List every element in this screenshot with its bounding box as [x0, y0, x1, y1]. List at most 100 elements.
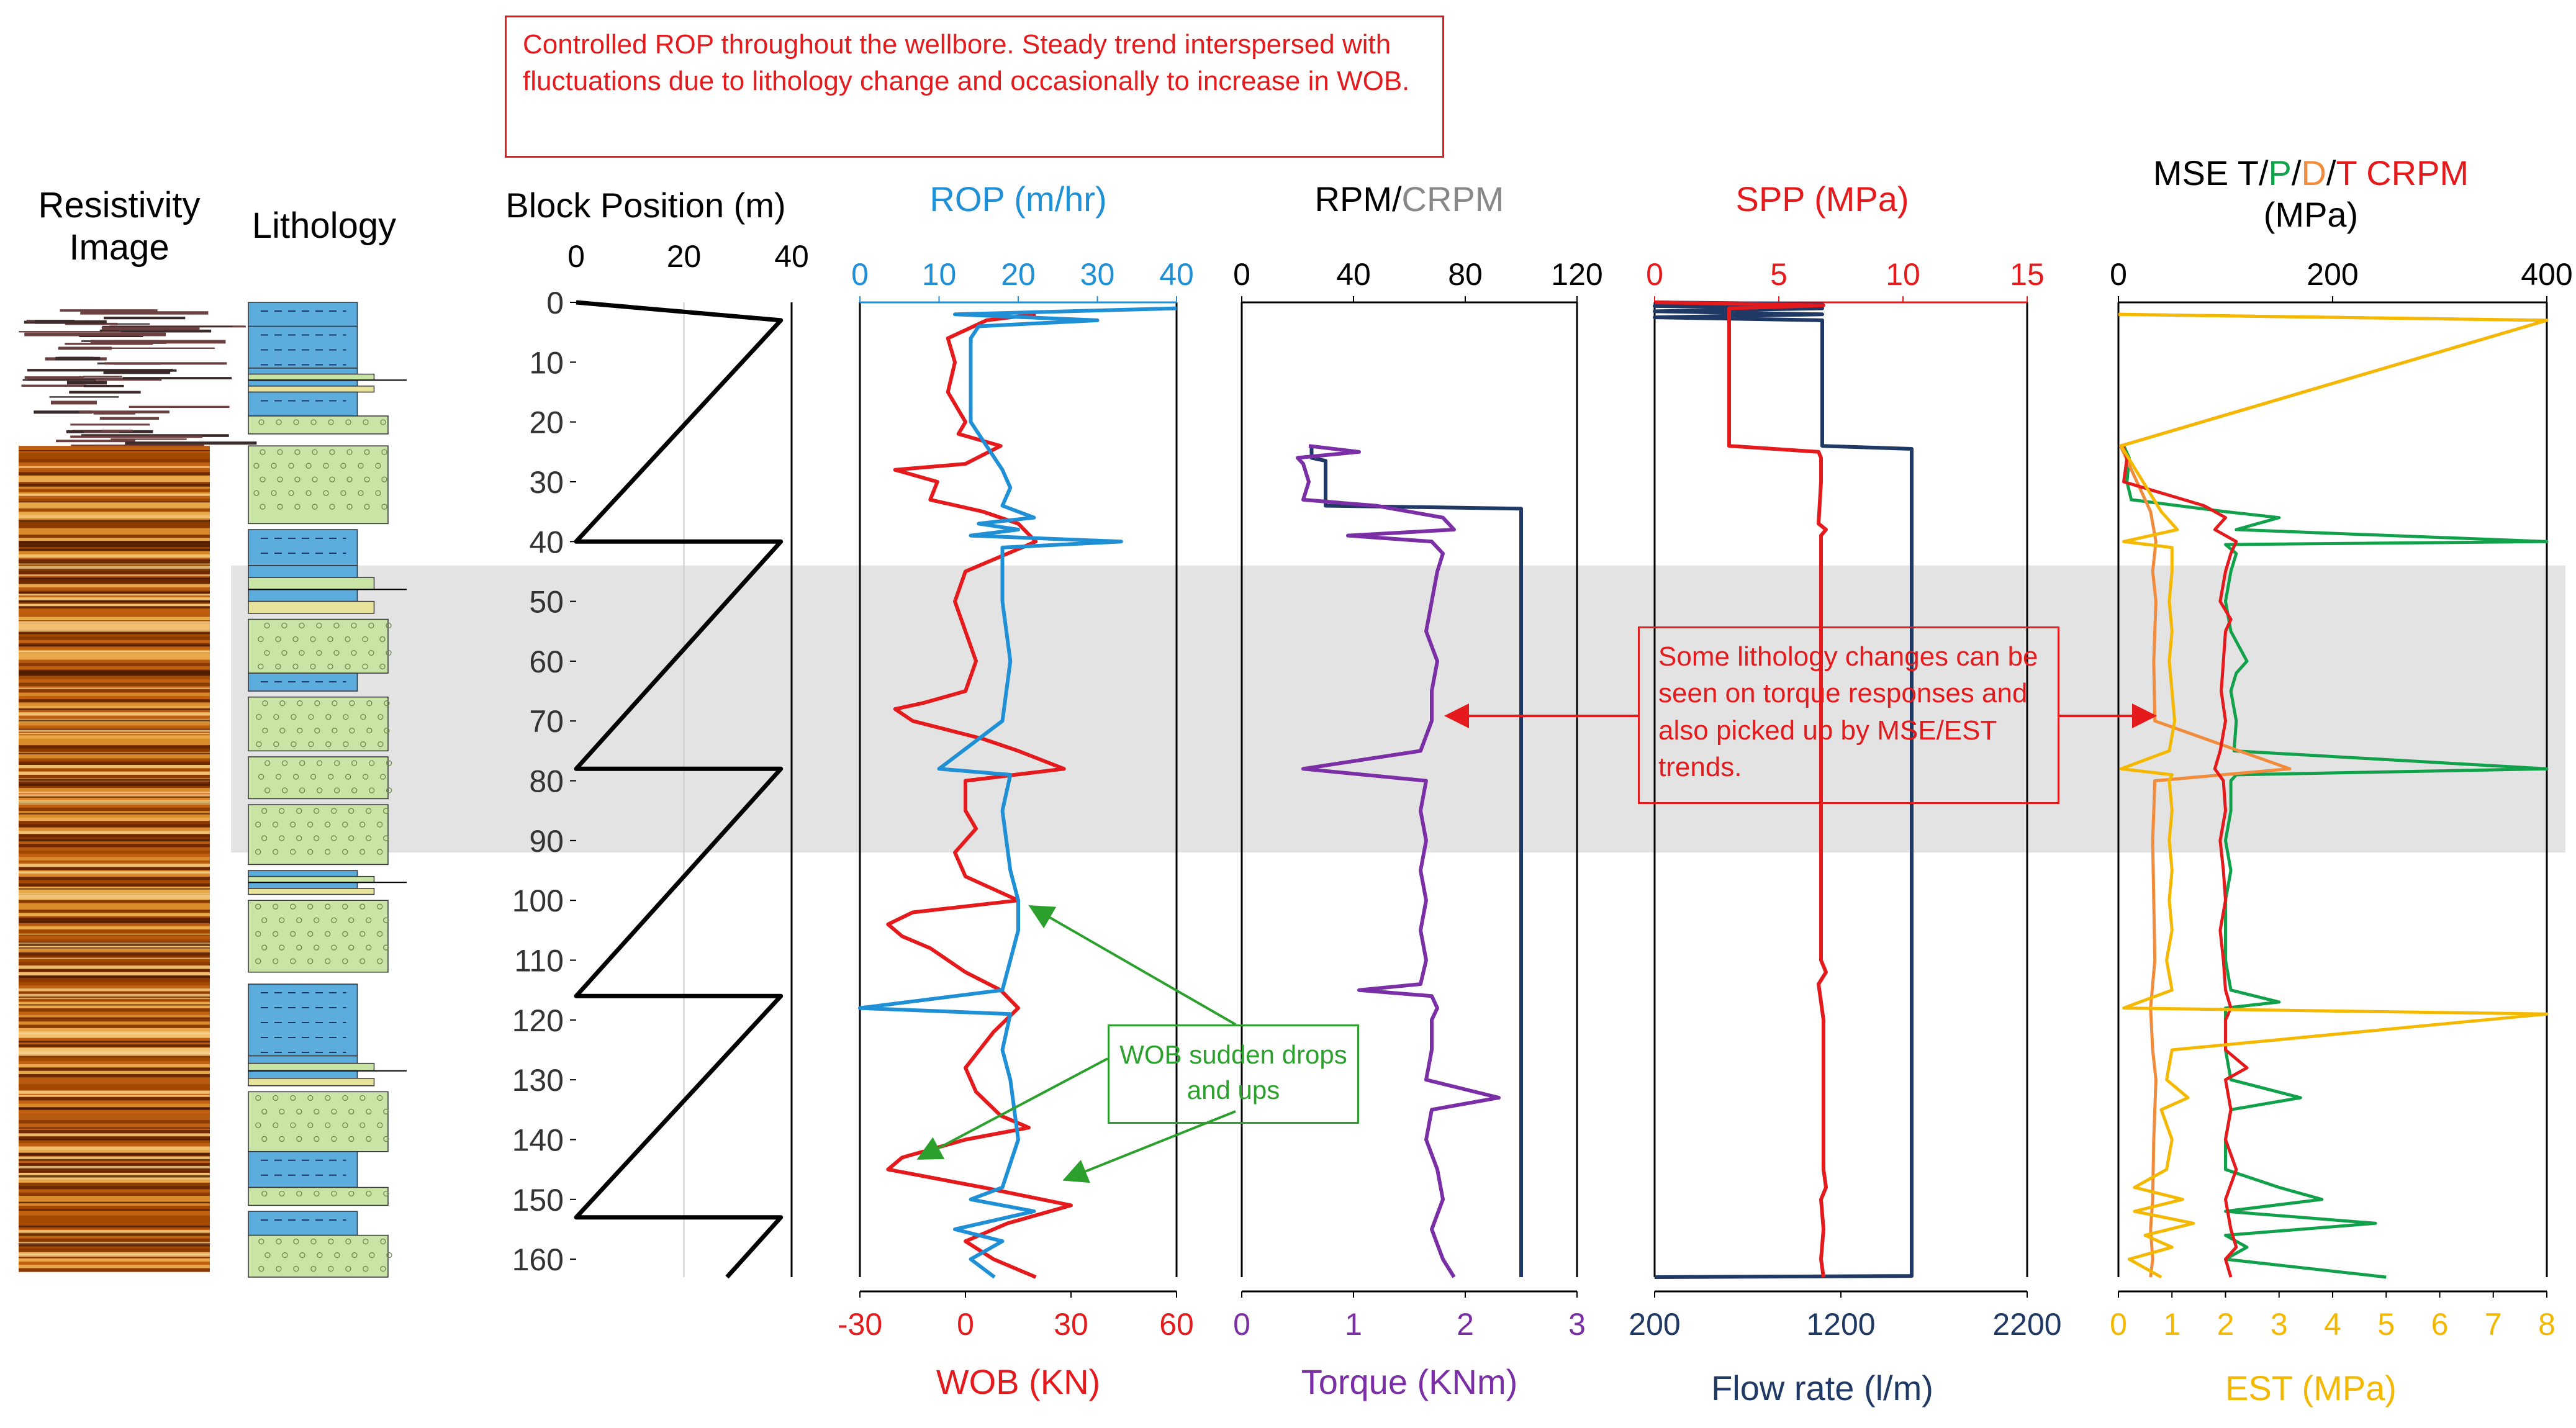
lithology-sand-grain [345, 636, 351, 643]
res-laminae [19, 541, 210, 545]
lithology-sand-grain [273, 714, 279, 720]
lithology-sand-grain [314, 1108, 320, 1115]
rop-wob-axes: 0 10 20 30 40 -30 0 30 60 [838, 257, 1194, 1342]
lithology-sand-grain [346, 449, 353, 455]
lithology-sand-grain [297, 700, 303, 707]
res-laminae [19, 918, 210, 921]
res-band [19, 949, 210, 953]
res-band [19, 485, 210, 489]
res-band [19, 771, 210, 775]
lithology-sand-grain [293, 1265, 299, 1272]
res-laminae [19, 779, 210, 781]
res-laminae [19, 1041, 210, 1043]
res-band [19, 705, 210, 710]
res-band [19, 505, 210, 509]
res-laminae [19, 1017, 210, 1019]
res-band [19, 1018, 210, 1023]
lithology-sand-grain [386, 649, 392, 656]
res-laminae [19, 566, 210, 569]
res-laminae [19, 592, 210, 594]
res-laminae [19, 708, 210, 710]
top-axis-tick-label: 200 [2307, 257, 2358, 292]
lithology-sand-grain [291, 714, 297, 720]
lithology-sand-grain [366, 728, 373, 734]
lithology-sand-grain [342, 1122, 348, 1129]
res-band [19, 962, 210, 966]
res-laminae [19, 947, 210, 949]
lithology-sand-grain [294, 476, 301, 482]
res-band [19, 755, 210, 759]
res-band [19, 1090, 210, 1095]
rpm-torque-track: RPM/CRPM Torque (KNm) 0 40 80 120 0 1 2 3 [1233, 179, 1603, 1401]
lithology-sand-grain [323, 490, 329, 496]
res-band [19, 817, 210, 821]
res-laminae [19, 544, 210, 547]
bottom-axis-tick-label: 4 [2324, 1307, 2341, 1342]
res-band [19, 857, 210, 861]
res-band [19, 1245, 210, 1249]
res-band [19, 722, 210, 726]
res-streak [104, 362, 227, 365]
lithology-sand-grain [369, 1252, 375, 1259]
spp-title: SPP (MPa) [1735, 179, 1909, 219]
res-band [19, 1064, 210, 1069]
lithology-sand-grain [383, 835, 389, 841]
res-streak [66, 381, 107, 385]
res-band [19, 1179, 210, 1183]
res-band [19, 1123, 210, 1127]
lithology-sand-grain [362, 636, 368, 643]
depth-tick-label: 110 [514, 944, 564, 978]
bottom-axis-tick-label: 0 [1233, 1307, 1250, 1342]
res-laminae [19, 1175, 210, 1178]
rop-wob-track: ROP (m/hr) WOB (KN) 0 10 20 30 40 -30 0 30 60 [838, 179, 1194, 1401]
res-laminae [19, 921, 210, 923]
lithology-sand-grain [325, 714, 332, 720]
res-laminae [19, 943, 210, 946]
lithology-sand-grain [351, 1252, 358, 1259]
lithology-layer-mixed [248, 589, 358, 602]
depth-tick-label: 90 [529, 824, 564, 859]
res-laminae [19, 998, 210, 1000]
lithology-sand-grain [379, 774, 386, 780]
res-band [19, 840, 210, 844]
lithology-sand-grain [281, 649, 287, 656]
lithology-sand-grain [383, 917, 389, 923]
lithology-sand-grain [333, 787, 340, 793]
lithology-sand-grain [258, 419, 264, 425]
lithology-sand-grain [348, 835, 355, 841]
res-band [19, 741, 210, 746]
lithology-sand-grain [314, 808, 320, 814]
lithology-sand-grain [359, 903, 366, 910]
bottom-axis-tick-label: 7 [2485, 1307, 2502, 1342]
res-band [19, 479, 210, 483]
res-streak [49, 396, 119, 398]
lithology-sand-grain [307, 903, 314, 910]
res-band [19, 1268, 210, 1272]
res-laminae [19, 600, 210, 603]
res-laminae [19, 993, 210, 996]
lithology-sand-grain [358, 463, 364, 469]
res-band [19, 1087, 210, 1091]
lithology-sand-grain [332, 700, 338, 707]
res-band [19, 1097, 210, 1101]
res-streak [101, 430, 133, 432]
res-laminae [19, 720, 210, 722]
lithology-sand-grain [305, 463, 312, 469]
lithology-layer-mixed [248, 888, 375, 895]
res-band [19, 1015, 210, 1019]
lithology-sand-grain [342, 849, 348, 855]
lithology-sand-grain [381, 476, 387, 482]
lithology-sand-grain [333, 622, 340, 629]
res-band [19, 682, 210, 687]
res-band [19, 567, 210, 572]
res-band [19, 502, 210, 506]
depth-tick-label: 130 [512, 1063, 564, 1098]
lithology-sand-grain [333, 760, 340, 766]
res-band [19, 607, 210, 611]
lithology-sand-grain [264, 649, 270, 656]
lithology-sand-grain [345, 1238, 351, 1245]
res-band [19, 587, 210, 592]
top-axis-tick-label: 20 [1001, 257, 1036, 292]
lithology-sand-grain [260, 504, 266, 510]
res-band [19, 784, 210, 789]
